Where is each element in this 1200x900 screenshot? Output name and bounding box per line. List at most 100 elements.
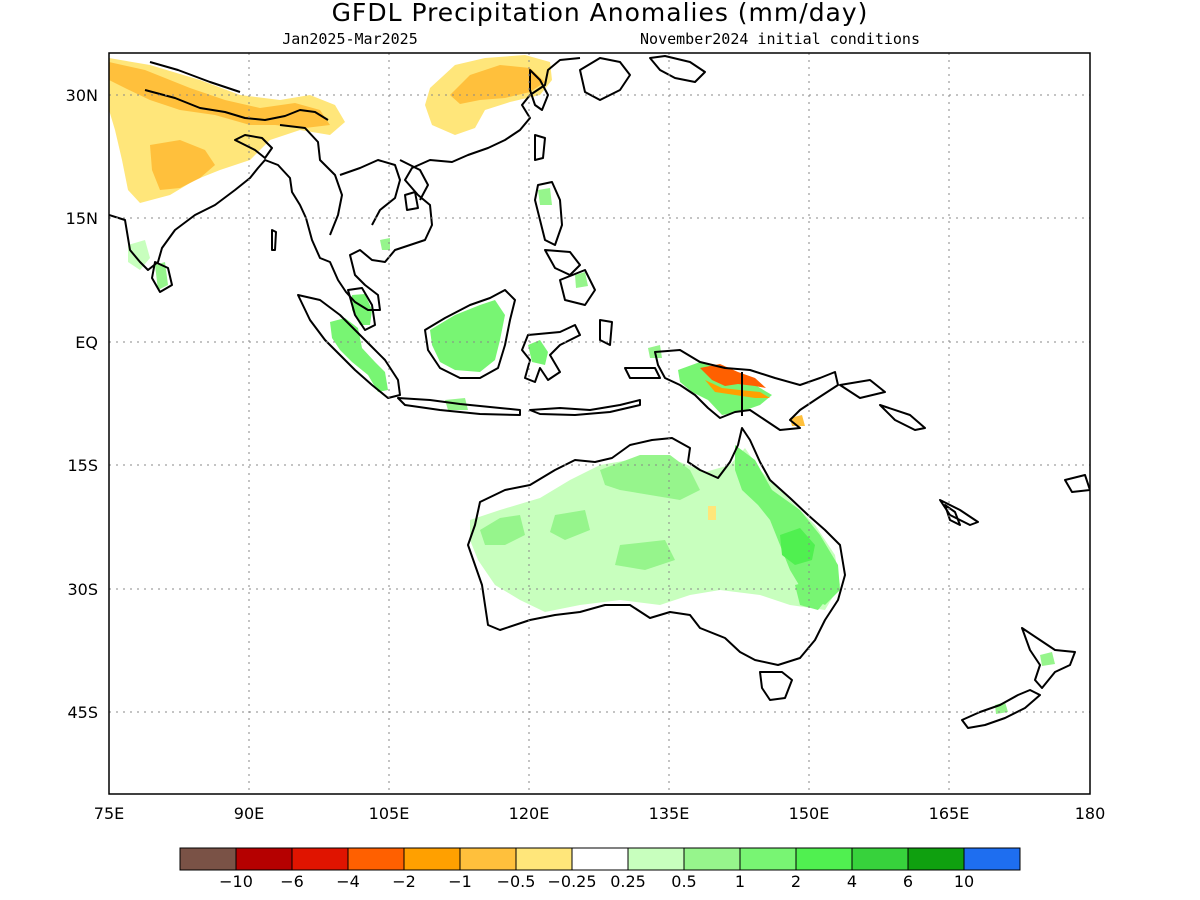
coastline-sri-lanka [151, 261, 173, 293]
anomaly-queensland-core [780, 528, 815, 565]
coastline-new-guinea [654, 349, 839, 431]
border-thailand-laos [339, 159, 401, 226]
lat-label: 30S [67, 580, 98, 599]
anomaly-australia-north [600, 455, 700, 500]
lon-label: 105E [369, 804, 410, 823]
anomaly-australia-central [550, 510, 590, 540]
map-frame [108, 52, 1091, 795]
colorbar: −10 −6 −4 −2 −1 −0.5 −0.25 0.25 0.5 1 2 4 6 10 [179, 847, 1021, 891]
coastline-korea [529, 69, 549, 111]
anomaly-queensland-east [735, 445, 840, 605]
colorbar-swatch [739, 847, 797, 871]
coastline-tasmania [759, 671, 793, 701]
gridlines [109, 53, 1090, 794]
coastline-solomons [879, 404, 926, 431]
anomaly-sri-lanka [128, 240, 150, 270]
lon-label: 135E [649, 804, 690, 823]
anomaly-sri-lanka-island [155, 262, 168, 290]
forecast-period: Jan2025-Mar2025 [282, 30, 417, 48]
lon-label: 150E [789, 804, 830, 823]
coastline-seram [624, 367, 661, 379]
coastline-borneo [424, 289, 516, 379]
colorbar-label: 0.5 [671, 872, 696, 891]
colorbar-swatch [235, 847, 293, 871]
coastline-japan-north [649, 55, 706, 83]
anomaly-new-guinea-highlands [700, 364, 766, 388]
border-myanmar [279, 124, 343, 236]
anomaly-nt-dry-spot [708, 506, 716, 520]
coastline-mindanao [559, 269, 596, 306]
coastline-new-britain [839, 379, 886, 399]
anomaly-sulawesi [528, 340, 548, 365]
coastline-nz-south [961, 689, 1041, 729]
colorbar-label: −10 [219, 872, 253, 891]
coastline-lesser-sunda [529, 399, 641, 416]
longitude-axis: 75E 90E 105E 120E 135E 150E 165E 180 [94, 804, 1106, 823]
coastline-halmahera [599, 319, 613, 346]
colorbar-swatch [403, 847, 461, 871]
coastline-taiwan [534, 134, 546, 161]
coastline-sumatra [297, 294, 401, 399]
colorbar-swatch [515, 847, 573, 871]
anomaly-east-china-core [450, 65, 545, 104]
lon-label: 75E [94, 804, 124, 823]
colorbar-label: −2 [392, 872, 416, 891]
coastline-mainland-asia [109, 57, 581, 311]
coastline-fiji [1064, 474, 1090, 493]
colorbar-label: 6 [903, 872, 913, 891]
coastlines [109, 55, 1090, 729]
anomaly-mindanao [575, 272, 588, 288]
lat-label: EQ [75, 333, 98, 352]
coastline-java [397, 397, 521, 416]
anomaly-vietnam [380, 238, 390, 250]
lat-label: 30N [66, 86, 98, 105]
coastline-japan [579, 57, 631, 101]
lat-label: 15S [67, 456, 98, 475]
map-background [109, 53, 1090, 794]
colorbar-swatch [907, 847, 965, 871]
anomaly-new-guinea-highlands-edge [705, 380, 770, 398]
colorbar-label: −0.5 [497, 872, 536, 891]
coastline-australia [467, 427, 846, 666]
colorbar-label: 0.25 [610, 872, 646, 891]
coastline-sulawesi [521, 324, 581, 383]
colorbar-swatch [683, 847, 741, 871]
lat-label: 15N [66, 209, 98, 228]
colorbar-swatch [795, 847, 853, 871]
lon-label: 165E [929, 804, 970, 823]
colorbar-swatch [627, 847, 685, 871]
coastline-new-caledonia [939, 499, 979, 526]
colorbar-label: 2 [791, 872, 801, 891]
coastline-nz-north [1021, 627, 1076, 689]
colorbar-swatch [571, 847, 629, 871]
colorbar-label: 1 [735, 872, 745, 891]
initial-conditions: November2024 initial conditions [640, 30, 920, 48]
anomaly-borneo [430, 300, 505, 372]
colorbar-swatch [291, 847, 349, 871]
colorbar-swatch [963, 847, 1021, 871]
coastline-malaya [347, 287, 376, 331]
anomaly-sumatra [330, 318, 388, 392]
anomaly-fields [109, 55, 1055, 714]
coastline-visayas [544, 249, 581, 276]
lon-label: 120E [509, 804, 550, 823]
anomaly-australia-mid-south [615, 540, 675, 570]
map-title: GFDL Precipitation Anomalies (mm/day) [332, 0, 869, 27]
coastline-luzon [534, 181, 563, 246]
anomaly-nsw [795, 580, 830, 610]
colorbar-label: −1 [448, 872, 472, 891]
colorbar-swatch [347, 847, 405, 871]
anomaly-central-india-core [150, 140, 215, 190]
colorbar-label: −6 [280, 872, 304, 891]
border-india-nepal [144, 89, 329, 121]
colorbar-label: −0.25 [547, 872, 596, 891]
border-tibet [149, 61, 241, 93]
colorbar-swatch [179, 847, 237, 871]
anomaly-north-india-core [109, 62, 330, 128]
latitude-axis: 30N 15N EQ 15S 30S 45S [66, 86, 98, 722]
colorbar-label: 10 [954, 872, 974, 891]
colorbar-label: −4 [336, 872, 360, 891]
colorbar-swatch [459, 847, 517, 871]
coastline-andaman [271, 229, 277, 251]
